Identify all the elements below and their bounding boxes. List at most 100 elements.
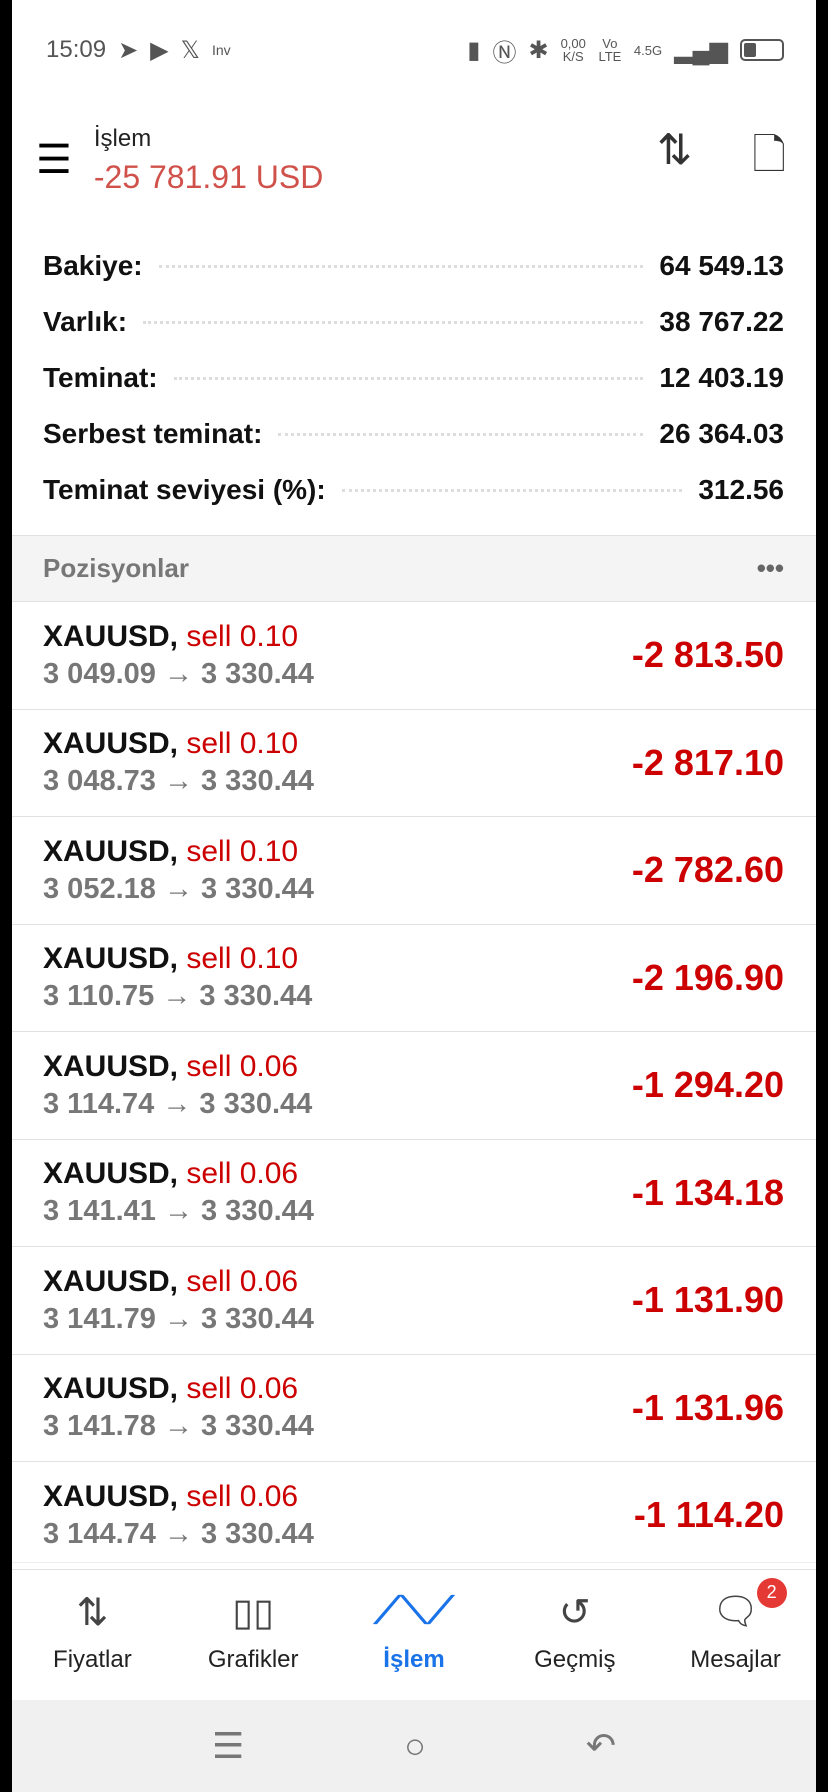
summary-value: 26 364.03 <box>659 418 784 449</box>
vibrate-icon: ▮ <box>467 36 481 64</box>
trade-line-icon: ⟋⟍⟋ <box>374 1589 454 1632</box>
inv-icon: Inv <box>211 42 231 58</box>
position-pl: -2 813.50 <box>631 634 784 676</box>
quotes-arrows-icon: ⇅ <box>76 1591 109 1634</box>
position-symbol: XAUUSD, sell 0.10 <box>43 727 314 761</box>
position-pl: -2 782.60 <box>631 849 784 891</box>
total-profit: -25 781.91 USD <box>93 158 324 195</box>
volte: Vo LTE <box>598 36 622 64</box>
position-symbol: XAUUSD, sell 0.06 <box>43 1050 312 1084</box>
position-side: sell 0.06 <box>186 1479 299 1513</box>
position-side: sell 0.10 <box>186 727 299 761</box>
position-side: sell 0.06 <box>186 1049 299 1083</box>
symbol: XAUUSD, <box>43 1049 179 1083</box>
position-symbol: XAUUSD, sell 0.10 <box>43 835 314 869</box>
menu-icon[interactable]: ☰ <box>36 138 72 182</box>
position-row[interactable]: XAUUSD, sell 0.06 3 141.78 → 3 330.44 -1… <box>12 1355 816 1462</box>
summary-equity: Varlık: 38 767.22 <box>43 294 784 350</box>
bottom-nav: ⇅ Fiyatlar ▯▯ Grafikler ⟋⟍⟋ İşlem ↺ Geçmiş 🗨… <box>12 1562 816 1700</box>
position-pl: -1 134.18 <box>631 1171 784 1213</box>
symbol: XAUUSD, <box>43 1157 179 1191</box>
nav-fiyatlar[interactable]: ⇅ Fiyatlar <box>17 1590 167 1674</box>
telegram-icon: ➤ <box>118 36 139 64</box>
nav-mesajlar[interactable]: 🗨 2 Mesajlar <box>661 1577 811 1674</box>
position-symbol: XAUUSD, sell 0.06 <box>43 1157 314 1191</box>
home-button[interactable]: ○ <box>404 1725 426 1766</box>
position-side: sell 0.06 <box>186 1157 299 1191</box>
position-symbol: XAUUSD, sell 0.10 <box>43 942 312 976</box>
net-speed-unit: K/S <box>562 49 584 64</box>
position-pl: -1 114.20 <box>633 1494 784 1536</box>
summary-free-margin: Serbest teminat: 26 364.03 <box>43 406 784 462</box>
summary-margin-level: Teminat seviyesi (%): 312.56 <box>43 462 784 518</box>
summary-label: Teminat seviyesi (%): <box>43 474 326 505</box>
position-row[interactable]: XAUUSD, sell 0.10 3 049.09 → 3 330.44 -2… <box>12 602 816 710</box>
status-bar: 15:09 ➤ ▶ 𝕏 Inv ▮ Ⓝ ✱ 0,00 K/S Vo LTE 4.5… <box>12 0 816 100</box>
position-prices: 3 144.74 → 3 330.44 <box>43 1517 314 1550</box>
position-prices: 3 114.74 → 3 330.44 <box>43 1087 313 1120</box>
position-pl: -1 131.96 <box>631 1386 784 1428</box>
position-row[interactable]: XAUUSD, sell 0.10 3 048.73 → 3 330.44 -2… <box>12 710 816 817</box>
position-prices: 3 141.41 → 3 330.44 <box>43 1195 314 1228</box>
position-row[interactable]: XAUUSD, sell 0.06 3 144.74 → 3 330.44 -1… <box>12 1462 816 1570</box>
position-pl: -2 817.10 <box>631 741 784 783</box>
symbol: XAUUSD, <box>43 1479 179 1513</box>
bluetooth-icon: ✱ <box>528 36 549 64</box>
position-row[interactable]: XAUUSD, sell 0.10 3 110.75 → 3 330.44 -2… <box>12 925 816 1032</box>
position-side: sell 0.06 <box>186 1264 299 1298</box>
position-prices: 3 049.09 → 3 330.44 <box>43 657 314 690</box>
summary-value: 64 549.13 <box>659 250 784 281</box>
page-title: İşlem <box>93 124 152 152</box>
symbol: XAUUSD, <box>43 942 179 976</box>
position-symbol: XAUUSD, sell 0.06 <box>43 1265 314 1299</box>
nav-grafikler[interactable]: ▯▯ Grafikler <box>178 1590 328 1674</box>
nav-label: Geçmiş <box>534 1645 616 1673</box>
position-prices: 3 048.73 → 3 330.44 <box>43 765 314 798</box>
nav-label: Mesajlar <box>690 1645 781 1673</box>
positions-list: XAUUSD, sell 0.10 3 049.09 → 3 330.44 -2… <box>12 602 816 1570</box>
position-row[interactable]: XAUUSD, sell 0.06 3 141.79 → 3 330.44 -1… <box>12 1247 816 1355</box>
position-row[interactable]: XAUUSD, sell 0.10 3 052.18 → 3 330.44 -2… <box>12 817 816 925</box>
summary-balance: Bakiye: 64 549.13 <box>43 238 784 294</box>
nav-label: Grafikler <box>207 1645 299 1673</box>
position-prices: 3 141.78 → 3 330.44 <box>43 1410 314 1443</box>
symbol: XAUUSD, <box>43 727 179 761</box>
nav-label: İşlem <box>383 1645 445 1673</box>
symbol: XAUUSD, <box>43 1264 179 1298</box>
nav-islem[interactable]: ⟋⟍⟋ İşlem <box>339 1590 489 1674</box>
position-side: sell 0.10 <box>186 619 299 653</box>
positions-title: Pozisyonlar <box>43 553 189 583</box>
more-icon[interactable]: ••• <box>756 553 784 583</box>
battery-icon <box>740 39 784 61</box>
x-icon: 𝕏 <box>180 36 200 64</box>
new-order-icon[interactable]: 🗋 <box>752 130 786 178</box>
sort-icon[interactable]: ⇅ <box>657 125 693 173</box>
history-icon: ↺ <box>558 1591 591 1634</box>
net-speed-value: 0,00 <box>560 36 586 51</box>
youtube-icon: ▶ <box>150 36 169 64</box>
summary-label: Serbest teminat: <box>43 418 263 449</box>
summary-value: 12 403.19 <box>659 362 784 393</box>
position-pl: -1 131.90 <box>631 1279 784 1321</box>
position-symbol: XAUUSD, sell 0.10 <box>43 620 314 654</box>
signal-icon: ▂▄▆ <box>674 36 728 64</box>
recent-apps-button[interactable]: ☰ <box>211 1725 245 1766</box>
clock: 15:09 <box>46 36 107 63</box>
nav-gecmis[interactable]: ↺ Geçmiş <box>500 1590 650 1674</box>
nfc-icon: Ⓝ <box>492 39 517 67</box>
position-side: sell 0.06 <box>186 1372 299 1406</box>
position-row[interactable]: XAUUSD, sell 0.06 3 114.74 → 3 330.44 -1… <box>12 1032 816 1140</box>
symbol: XAUUSD, <box>43 619 179 653</box>
network-type: 4.5G <box>633 42 663 58</box>
net-speed: 0,00 K/S <box>561 37 586 63</box>
position-prices: 3 110.75 → 3 330.44 <box>43 980 313 1013</box>
position-row[interactable]: XAUUSD, sell 0.06 3 141.41 → 3 330.44 -1… <box>12 1140 816 1247</box>
back-button[interactable]: ↶ <box>585 1725 616 1766</box>
app-header: ☰ İşlem -25 781.91 USD ⇅ 🗋 <box>12 100 816 220</box>
position-side: sell 0.10 <box>186 942 299 976</box>
position-pl: -1 294.20 <box>631 1064 784 1106</box>
positions-header: Pozisyonlar ••• <box>12 535 816 602</box>
symbol: XAUUSD, <box>43 834 179 868</box>
position-prices: 3 141.79 → 3 330.44 <box>43 1302 314 1335</box>
position-symbol: XAUUSD, sell 0.06 <box>43 1372 314 1406</box>
